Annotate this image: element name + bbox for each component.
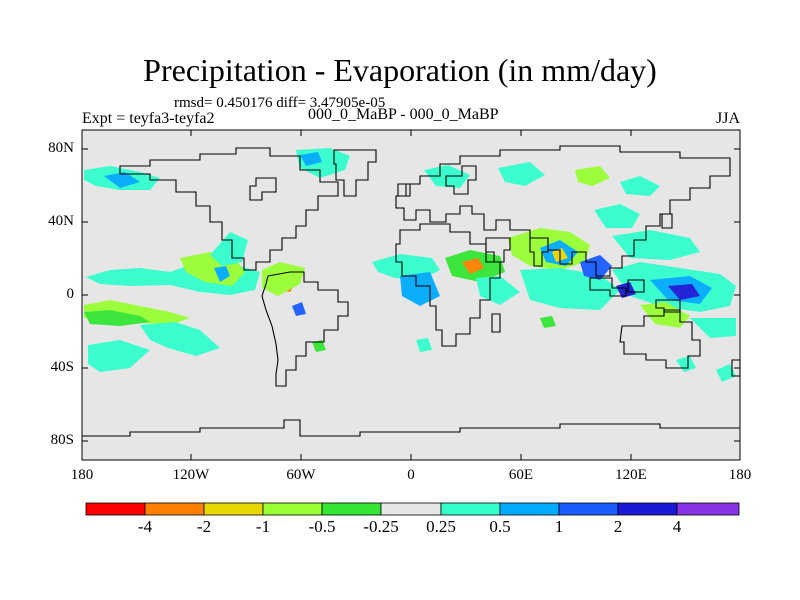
colorbar-box [676,502,740,516]
colorbar-box [203,502,264,516]
stats-line: rmsd= 0.450176 diff= 3.47905e-05 [174,95,386,111]
colorbar-box [85,502,146,516]
plot-title: Precipitation - Evaporation (in mm/day) [143,52,657,88]
anomaly-patch [498,162,545,186]
lon-tick-label: 0 [407,467,415,483]
colorbar-label: 1 [554,517,564,536]
anomaly-patch [462,258,484,274]
colorbar-box [440,502,501,516]
anomaly-patch [416,338,432,352]
anomaly-patch [214,266,230,282]
lat-tick-label: 40S [50,359,74,375]
colorbar-label: -2 [196,517,212,536]
anomaly-patch [690,318,736,338]
coastline-antarctica [82,419,740,437]
anomaly-patch [620,176,660,196]
coastline-scandinavia [445,165,477,195]
coastline-australia [619,309,701,369]
anomaly-patch [312,340,326,352]
anomaly-patch [84,310,150,326]
coastlines [82,145,741,437]
anomaly-patch [640,302,690,328]
colorbar-label: -4 [137,517,153,536]
colorbar-label: 0.25 [426,517,456,536]
lat-tick-label: 40N [48,213,74,229]
anomaly-patch [676,356,696,372]
coastline-eurasia [395,145,731,277]
colorbar-label: 0.5 [489,517,511,536]
coastline-japan [661,213,673,229]
coastline-india [529,237,549,267]
anomaly-patch [104,172,140,188]
anomaly-patch [140,322,220,356]
colorbar-box [144,502,205,516]
colorbar-box [617,502,678,516]
lon-tick-label: 60W [286,467,316,483]
anomaly-patch [476,276,520,305]
coastline-british-isles [397,183,411,197]
colorbar-box [380,502,442,516]
anomaly-patch [300,152,322,166]
colorbar [85,502,740,516]
colorbar-box [558,502,619,516]
experiment-label: Expt = teyfa3-teyfa2 [82,110,215,127]
coastline-north-america [119,147,339,271]
coastline-hudson-bay [249,177,277,201]
colorbar-label: -1 [255,517,271,536]
anomaly-patches [84,148,736,382]
anomaly-patch [716,364,736,382]
lat-tick-label: 0 [66,286,75,302]
anomaly-patch [262,262,305,296]
lat-tick-label: 80S [50,432,74,448]
lon-tick-label: 180 [70,467,94,483]
coastline-africa [395,223,501,347]
anomaly-patch [540,316,556,328]
colorbar-label: 4 [672,517,682,536]
colorbar-box [499,502,560,516]
coastline-greenland [333,149,377,197]
anomaly-patch [575,166,610,186]
map-frame [81,129,741,461]
colorbar-box [321,502,382,516]
anomaly-patch [594,204,640,228]
colorbar-box [262,502,323,516]
colorbar-label: -0.5 [308,517,336,536]
anomaly-patch [292,302,306,316]
colorbar-label: 2 [613,517,623,536]
coastline-indonesia [589,277,627,297]
lon-tick-label: 180 [728,467,752,483]
coastline-south-america [261,271,349,387]
colorbar-label: -0.25 [363,517,399,536]
coastline-madagascar [491,313,501,333]
lon-tick-label: 120W [172,467,210,483]
lon-tick-label: 120E [615,467,647,483]
lon-tick-label: 60E [508,467,534,483]
period-label: 000_0_MaBP - 000_0_MaBP [308,106,499,123]
season-label: JJA [716,110,741,127]
coastline-arabia [485,237,511,263]
coastline-borneo [627,279,645,293]
anomaly-patch [668,284,700,300]
anomaly-patch [88,340,150,372]
lat-tick-label: 80N [48,140,74,156]
